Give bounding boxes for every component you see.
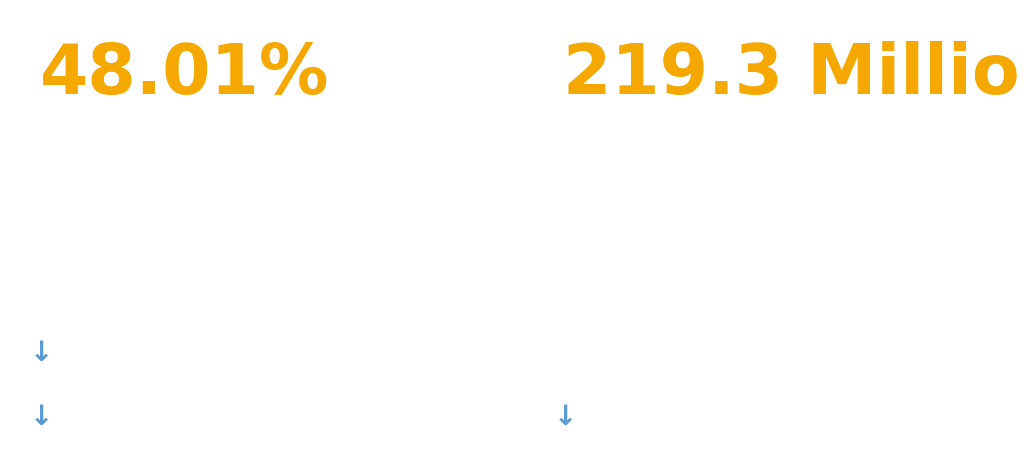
Text: ↓: ↓ <box>553 402 577 431</box>
Text: ↓: ↓ <box>30 402 53 431</box>
Text: 5.2%  since last month: 5.2% since last month <box>624 402 979 431</box>
Text: 0.0%  since last week: 0.0% since last week <box>624 339 961 367</box>
Text: 48.01%: 48.01% <box>40 41 330 109</box>
Text: 219.3 Million: 219.3 Million <box>563 41 1024 109</box>
Text: 1.2%  since last week: 1.2% since last week <box>100 339 437 367</box>
Text: acres of crops in U.S. are
experiencing drought
conditions this week.: acres of crops in U.S. are experiencing … <box>563 160 919 252</box>
Text: 3.2%  since last month: 3.2% since last month <box>100 402 456 431</box>
Text: —: — <box>553 339 581 367</box>
Text: ↓: ↓ <box>30 339 53 367</box>
Text: of the U.S. and 57.30% of
the lower 48 states are in
drought this week.: of the U.S. and 57.30% of the lower 48 s… <box>40 160 404 252</box>
